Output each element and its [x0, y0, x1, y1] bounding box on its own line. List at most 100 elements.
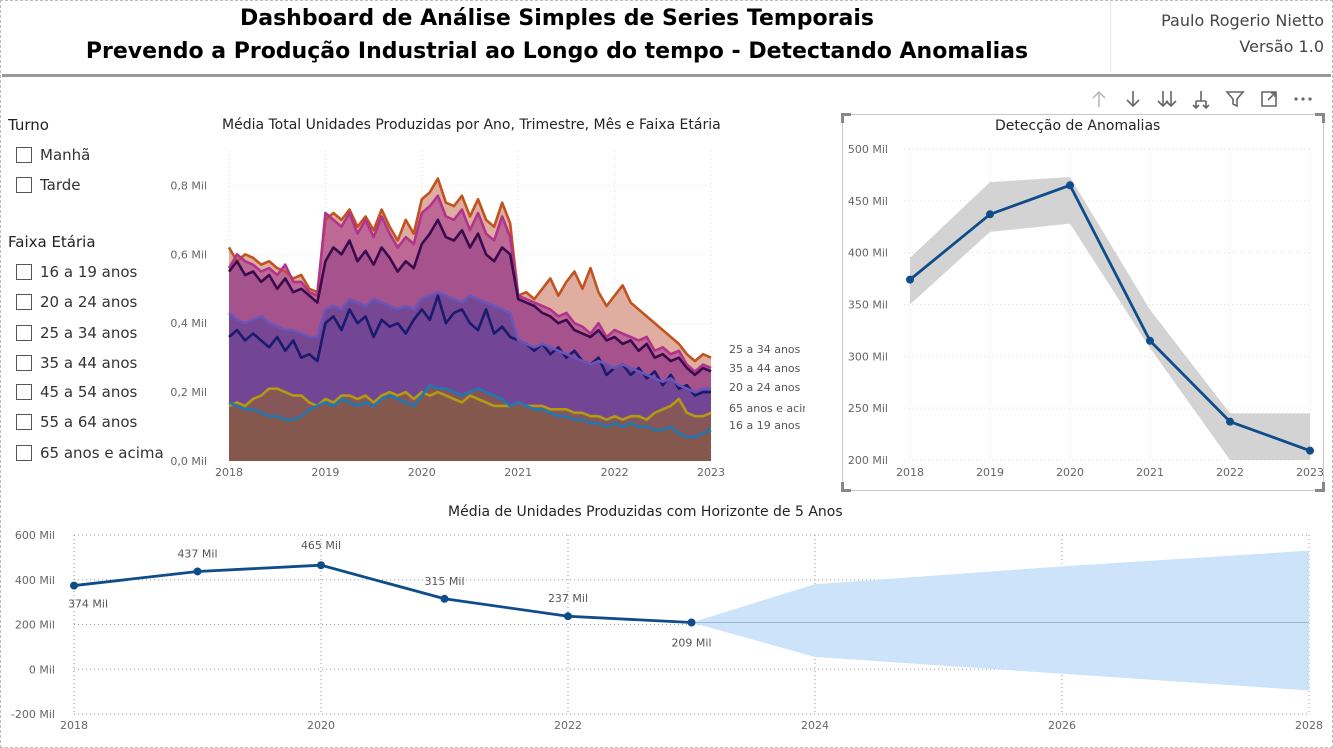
slicer-item-manha[interactable]: Manhã — [16, 146, 90, 164]
series-end-label: 25 a 34 anos — [729, 343, 801, 356]
x-tick-label: 2018 — [60, 719, 88, 732]
slicer-item-label: 55 a 64 anos — [40, 413, 138, 431]
checkbox[interactable] — [16, 355, 32, 371]
checkbox[interactable] — [16, 384, 32, 400]
checkbox[interactable] — [16, 147, 32, 163]
data-label: 209 Mil — [671, 636, 711, 649]
x-tick-label: 2023 — [697, 466, 725, 479]
arrow-up-icon[interactable] — [1082, 86, 1116, 112]
y-tick-label: 0,0 Mil — [170, 455, 207, 468]
title-line-2: Prevendo a Produção Industrial ao Longo … — [85, 39, 1029, 64]
data-label: 315 Mil — [424, 575, 464, 588]
forecast-chart-title: Média de Unidades Produzidas com Horizon… — [448, 504, 843, 520]
y-tick-label: 400 Mil — [15, 574, 55, 587]
forecast-chart: -200 Mil 0 Mil 200 Mil 400 Mil 600 Mil 2018 20… — [11, 529, 1323, 732]
arrow-down-icon[interactable] — [1116, 86, 1150, 112]
y-tick-label: 200 Mil — [15, 619, 55, 632]
line-series-0 — [228, 383, 712, 439]
slicer-title-faixa: Faixa Etária — [8, 233, 96, 251]
data-label: 237 Mil — [548, 592, 588, 605]
slicer-item-16-19[interactable]: 16 a 19 anos — [16, 263, 137, 281]
data-point — [687, 618, 696, 627]
data-point — [440, 594, 449, 603]
y-tick-label: 0 Mil — [29, 663, 55, 676]
x-tick-label: 2023 — [1296, 466, 1324, 479]
checkbox[interactable] — [16, 177, 32, 193]
resize-handle[interactable] — [841, 482, 851, 492]
y-tick-label: 0,6 Mil — [170, 248, 207, 261]
slicer-item-65-plus[interactable]: 65 anos e acima — [16, 444, 164, 462]
line-series-5 — [227, 194, 712, 373]
line-series-2 — [228, 290, 711, 394]
filter-icon[interactable] — [1218, 86, 1252, 112]
x-tick-label: 2020 — [307, 719, 335, 732]
x-tick-label: 2021 — [1136, 466, 1164, 479]
y-tick-label: 0,2 Mil — [170, 386, 207, 399]
series-end-label: 65 anos e acima — [729, 402, 805, 415]
data-label: 465 Mil — [301, 539, 341, 552]
data-point — [1066, 181, 1074, 190]
resize-handle[interactable] — [1315, 113, 1325, 123]
anomaly-band — [910, 176, 1310, 461]
x-tick-label: 2022 — [601, 466, 629, 479]
slicer-item-35-44[interactable]: 35 a 44 anos — [16, 354, 137, 372]
more-options-icon[interactable] — [1286, 86, 1320, 112]
x-tick-label: 2021 — [504, 466, 532, 479]
data-point — [1226, 417, 1234, 426]
data-point — [1146, 336, 1154, 345]
resize-handle[interactable] — [1315, 482, 1325, 492]
data-point — [564, 612, 572, 621]
double-arrow-down-icon[interactable] — [1150, 86, 1184, 112]
y-tick-label: 600 Mil — [15, 529, 55, 542]
resize-handle[interactable] — [841, 113, 851, 123]
series-end-label: 20 a 24 anos — [729, 381, 801, 394]
slicer-item-label: 65 anos e acima — [40, 444, 164, 462]
data-point — [193, 567, 202, 576]
anomaly-chart: 200 Mil 250 Mil 300 Mil 350 Mil 400 Mil 450 M… — [848, 143, 1324, 479]
slicer-item-25-34[interactable]: 25 a 34 anos — [16, 324, 137, 342]
y-tick-label: 0,4 Mil — [170, 317, 207, 330]
x-tick-label: 2018 — [896, 466, 924, 479]
checkbox[interactable] — [16, 264, 32, 280]
anomaly-visual-container[interactable] — [841, 113, 1325, 492]
slicer-item-label: 20 a 24 anos — [40, 293, 138, 311]
author-name: Paulo Rogerio Nietto — [1161, 11, 1324, 30]
series-end-label: 35 a 44 anos — [729, 362, 801, 375]
checkbox[interactable] — [16, 294, 32, 310]
anomaly-line — [909, 183, 1311, 452]
focus-mode-icon[interactable] — [1252, 86, 1286, 112]
slicer-item-20-24[interactable]: 20 a 24 anos — [16, 293, 137, 311]
expand-hierarchy-icon[interactable] — [1184, 86, 1218, 112]
data-point — [317, 561, 325, 570]
area-series-0 — [229, 385, 711, 461]
slicer-item-label: 45 a 54 anos — [40, 383, 138, 401]
slicer-item-55-64[interactable]: 55 a 64 anos — [16, 413, 137, 431]
y-tick-label: 500 Mil — [848, 143, 888, 156]
checkbox[interactable] — [16, 414, 32, 430]
x-tick-label: 2022 — [554, 719, 582, 732]
version-label: Versão 1.0 — [1239, 37, 1324, 56]
area-chart: 0,0 Mil 0,2 Mil 0,4 Mil 0,6 Mil 0,8 Mil 2018 2… — [170, 151, 805, 479]
x-tick-label: 2024 — [801, 719, 829, 732]
slicer-title-turno: Turno — [8, 116, 49, 134]
anomaly-chart-title: Detecção de Anomalias — [995, 118, 1161, 134]
data-label: 437 Mil — [177, 547, 217, 560]
checkbox[interactable] — [16, 325, 32, 341]
slicer-item-tarde[interactable]: Tarde — [16, 176, 81, 194]
slicer-item-label: Manhã — [40, 146, 91, 164]
data-point — [1306, 446, 1314, 455]
x-tick-label: 2026 — [1048, 719, 1076, 732]
y-tick-label: 450 Mil — [848, 195, 888, 208]
line-series-3 — [228, 294, 711, 397]
x-tick-label: 2019 — [311, 466, 339, 479]
x-tick-label: 2018 — [215, 466, 243, 479]
y-tick-label: 250 Mil — [848, 402, 888, 415]
y-tick-label: 300 Mil — [848, 350, 888, 363]
slicer-item-45-54[interactable]: 45 a 54 anos — [16, 383, 137, 401]
y-tick-label: 0,8 Mil — [170, 179, 207, 192]
line-series-4 — [227, 218, 712, 377]
data-point — [70, 581, 78, 590]
x-tick-label: 2019 — [976, 466, 1004, 479]
checkbox[interactable] — [16, 445, 32, 461]
slicer-item-label: 25 a 34 anos — [40, 324, 138, 342]
